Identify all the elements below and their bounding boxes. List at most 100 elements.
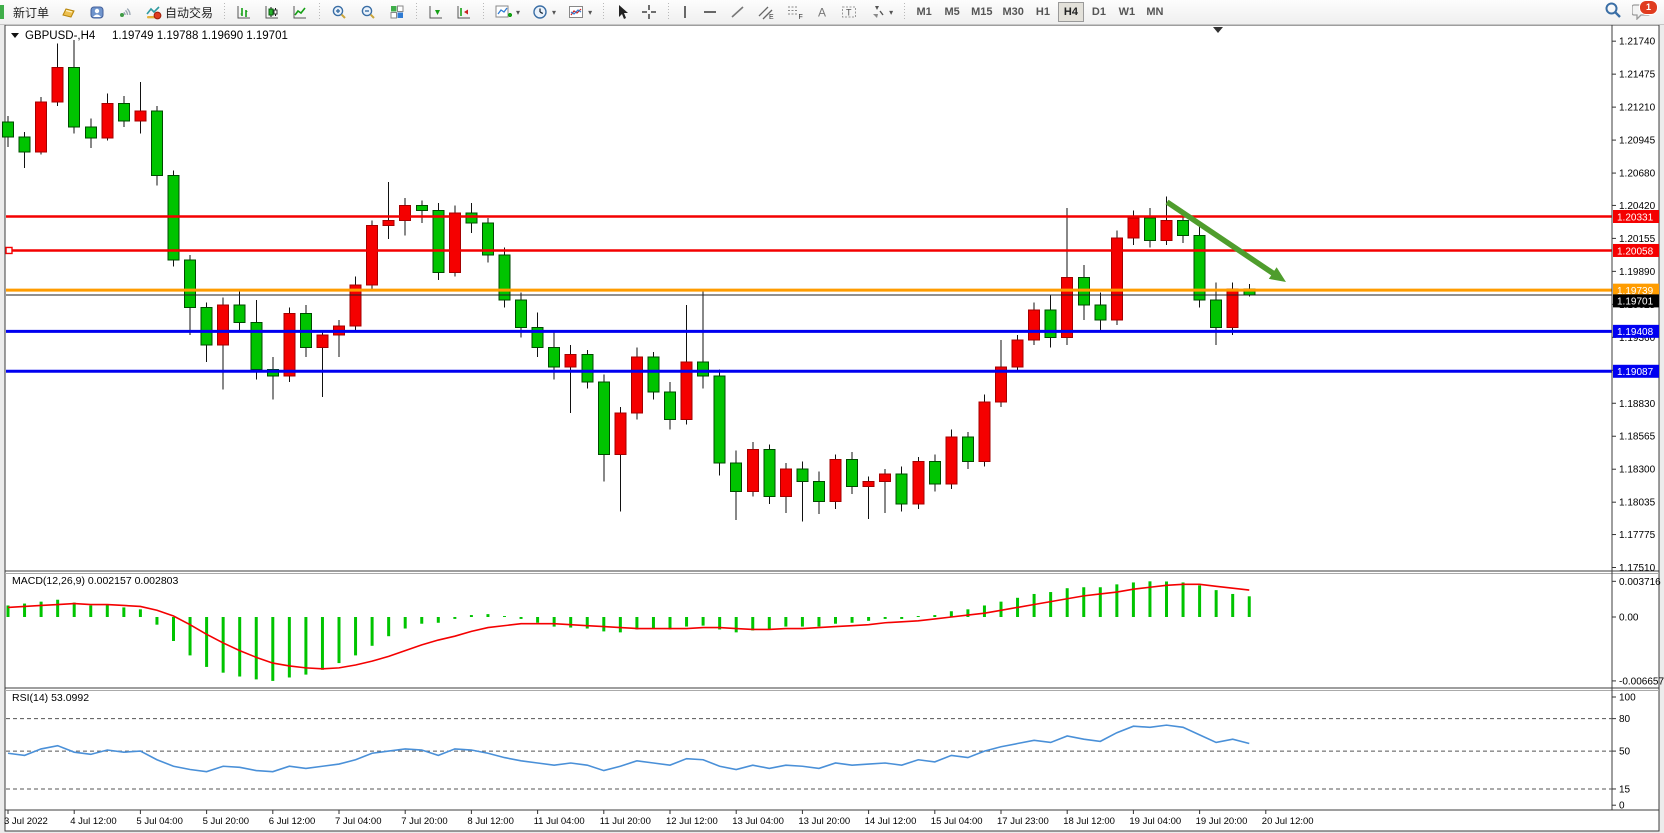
price-tick-label: 1.18830	[1619, 399, 1656, 410]
date-tick-label: 13 Jul 20:00	[798, 816, 850, 827]
chart-shift-button[interactable]	[451, 1, 477, 23]
zoom-in-button[interactable]	[326, 1, 353, 23]
chart-shift-marker-icon[interactable]	[1213, 27, 1223, 33]
candle-up	[101, 102, 114, 139]
candle-down	[713, 375, 726, 464]
text-label-icon: T	[841, 4, 858, 20]
date-tick-label: 3 Jul 2022	[4, 816, 48, 827]
gold-ingot-button[interactable]	[56, 1, 82, 23]
periods-button[interactable]: ▾	[527, 1, 561, 23]
candle-up	[366, 224, 379, 286]
autotrading-button[interactable]: 自动交易	[140, 1, 218, 23]
signals-button[interactable]	[112, 1, 138, 23]
candle-down	[664, 391, 676, 420]
toolbar-separator	[601, 3, 607, 21]
date-tick-label: 17 Jul 23:00	[997, 816, 1049, 827]
candle-down	[531, 326, 544, 348]
timeframe-button-m30[interactable]: M30	[999, 2, 1028, 22]
tile-windows-button[interactable]	[384, 1, 410, 23]
timeframe-button-m1[interactable]: M1	[911, 2, 937, 22]
candle-up	[995, 366, 1007, 403]
trend-arrow-head[interactable]	[1268, 267, 1286, 282]
rsi-axis-label: 80	[1619, 714, 1631, 725]
toolbar-separator	[902, 3, 908, 21]
symbol-dropdown-icon[interactable]	[11, 33, 19, 38]
price-tick-label: 1.20680	[1619, 169, 1656, 180]
fibo-retracement-button[interactable]: F	[782, 1, 809, 23]
bar-chart-mode-button[interactable]	[231, 1, 257, 23]
candle-down	[548, 346, 561, 368]
trendline-button[interactable]	[725, 1, 751, 23]
horizontal-line-button[interactable]	[697, 1, 723, 23]
toolbar-separator	[222, 3, 228, 21]
chart-shift-icon	[456, 4, 472, 20]
timeframe-button-mn[interactable]: MN	[1142, 2, 1168, 22]
candle-down	[415, 204, 428, 211]
rsi-axis-label: 0	[1619, 801, 1625, 812]
date-tick-label: 5 Jul 20:00	[203, 816, 249, 827]
signals-icon	[117, 4, 133, 20]
cursor-icon	[615, 4, 629, 20]
auto-scroll-button[interactable]	[423, 1, 449, 23]
trend-arrow[interactable]	[1165, 199, 1280, 279]
community-button[interactable]	[84, 1, 110, 23]
vertical-line-button[interactable]	[675, 1, 695, 23]
candle-down	[2, 121, 14, 138]
svg-text:1.20058: 1.20058	[1617, 246, 1654, 257]
indicators-button[interactable]: ▾	[490, 1, 525, 23]
chat-button[interactable]: 1	[1631, 0, 1658, 22]
new-order-button[interactable]: 新订单	[8, 1, 54, 23]
svg-text:E: E	[769, 14, 774, 20]
cursor-button[interactable]	[610, 1, 634, 23]
search-icon[interactable]	[1604, 1, 1622, 24]
toolbar-separator	[481, 3, 487, 21]
macd-header: MACD(12,26,9) 0.002157 0.002803	[12, 575, 179, 587]
candle-down	[895, 473, 908, 505]
timeframe-button-d1[interactable]: D1	[1086, 2, 1112, 22]
toolbar-right-group: 1	[1604, 0, 1658, 24]
candle-down	[763, 448, 776, 498]
candle-down	[432, 209, 445, 274]
zoom-out-button[interactable]	[355, 1, 382, 23]
candle-down	[233, 304, 246, 323]
candle-up	[1160, 219, 1173, 241]
template-icon	[568, 4, 584, 20]
date-tick-label: 7 Jul 04:00	[335, 816, 381, 827]
timeframe-button-w1[interactable]: W1	[1114, 2, 1140, 22]
candlestick-mode-icon	[264, 4, 280, 20]
arrows-icon	[870, 4, 885, 20]
svg-text:A: A	[818, 6, 826, 20]
candlestick-mode-button[interactable]	[259, 1, 285, 23]
price-tick-label: 1.17510	[1619, 563, 1656, 574]
candle-up	[1110, 237, 1123, 321]
candle-up	[382, 219, 395, 226]
candle-down	[1177, 219, 1190, 236]
candles-layer	[2, 39, 1256, 522]
autotrading-label: 自动交易	[165, 5, 214, 20]
candle-down	[1094, 304, 1107, 321]
timeframe-button-m5[interactable]: M5	[939, 2, 965, 22]
text-label-button[interactable]: T	[836, 1, 863, 23]
equidistant-channel-button[interactable]: E	[753, 1, 780, 23]
timeframe-button-m15[interactable]: M15	[967, 2, 996, 22]
candle-down	[1210, 299, 1223, 328]
date-tick-label: 13 Jul 04:00	[732, 816, 784, 827]
date-axis[interactable]: 3 Jul 2022 4 Jul 12:00 5 Jul 04:00 5 Jul 20…	[4, 810, 1314, 827]
candle-up	[630, 356, 643, 414]
arrows-button[interactable]: ▾	[865, 1, 898, 23]
crosshair-button[interactable]	[636, 1, 662, 23]
toolbar: 新订单 自动交易	[0, 0, 1664, 25]
candle-down	[697, 361, 710, 377]
text-button[interactable]: A	[811, 1, 834, 23]
timeframe-button-h4[interactable]: H4	[1057, 2, 1084, 22]
line-drag-handle[interactable]	[5, 246, 13, 255]
price-tick-label: 1.21475	[1619, 70, 1656, 81]
crosshair-icon	[641, 4, 657, 20]
candle-down	[200, 306, 213, 346]
candle-up	[746, 448, 759, 493]
templates-button[interactable]: ▾	[563, 1, 597, 23]
timeframe-button-h1[interactable]: H1	[1030, 2, 1056, 22]
timeframe-group: M1 M5 M15 M30 H1 H4 D1 W1 MN	[910, 0, 1169, 24]
line-chart-mode-button[interactable]	[287, 1, 313, 23]
